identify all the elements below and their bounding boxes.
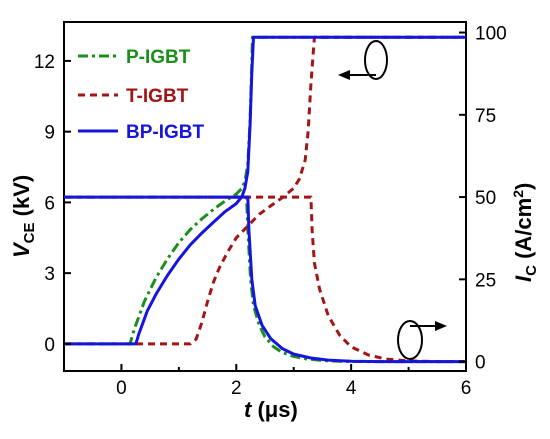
y-left-tick-label: 0 xyxy=(44,335,55,356)
series-p-igbt-ic-line xyxy=(64,195,466,364)
legend: P-IGBT T-IGBT BP-IGBT xyxy=(78,47,205,143)
y-left-tick-label: 6 xyxy=(44,193,55,214)
y-right-close: ) xyxy=(511,183,536,190)
y-left-tick-label: 3 xyxy=(44,264,55,285)
left-axis-indicator xyxy=(338,40,388,80)
y-left-axis-title: VCE (kV) xyxy=(9,175,38,258)
x-axis-unit: (μs) xyxy=(251,397,297,422)
x-axis-title: t (μs) xyxy=(244,397,298,422)
x-tick-label: 4 xyxy=(346,378,357,399)
legend-label-bp-igbt: BP-IGBT xyxy=(126,122,205,143)
y-right-unit: (A/cm xyxy=(511,198,536,265)
y-left-tick-label: 12 xyxy=(34,52,55,73)
legend-label-t-igbt: T-IGBT xyxy=(126,86,189,107)
y-left-tick-label: 9 xyxy=(44,123,55,144)
y-left-unit: (kV) xyxy=(9,175,34,223)
right-axis-indicator xyxy=(397,320,447,360)
y-right-subscript: C xyxy=(523,265,540,276)
legend-label-p-igbt: P-IGBT xyxy=(126,47,191,68)
y-left-symbol: V xyxy=(9,241,34,258)
arrow-right-icon xyxy=(435,321,447,331)
y-right-symbol: I xyxy=(511,275,536,282)
series-t-igbt-vce-line xyxy=(64,35,466,346)
ellipse-marker-lower xyxy=(397,320,423,360)
ellipse-marker-upper xyxy=(364,40,388,80)
series-p-igbt-vce-line xyxy=(64,35,466,346)
y-right-superscript: 2 xyxy=(510,190,526,198)
series-t-igbt-ic-line xyxy=(64,195,466,364)
series-bp-igbt-vce-line xyxy=(64,35,466,346)
y-right-axis-title: IC (A/cm2) xyxy=(510,183,540,282)
y-left-subscript: CE xyxy=(21,222,38,243)
x-tick-label: 6 xyxy=(461,378,472,399)
x-tick-label: 0 xyxy=(116,378,127,399)
arrow-left-icon xyxy=(338,70,350,80)
series-layer xyxy=(64,35,466,364)
series-bp-igbt-ic-line xyxy=(64,195,466,364)
y-right-tick-label: 0 xyxy=(475,353,486,374)
y-right-tick-label: 75 xyxy=(475,106,496,127)
y-right-tick-label: 25 xyxy=(475,270,496,291)
x-axis-symbol: t xyxy=(244,397,253,422)
y-right-tick-label: 100 xyxy=(475,24,507,45)
x-tick-label: 2 xyxy=(231,378,242,399)
y-right-tick-label: 50 xyxy=(475,188,496,209)
